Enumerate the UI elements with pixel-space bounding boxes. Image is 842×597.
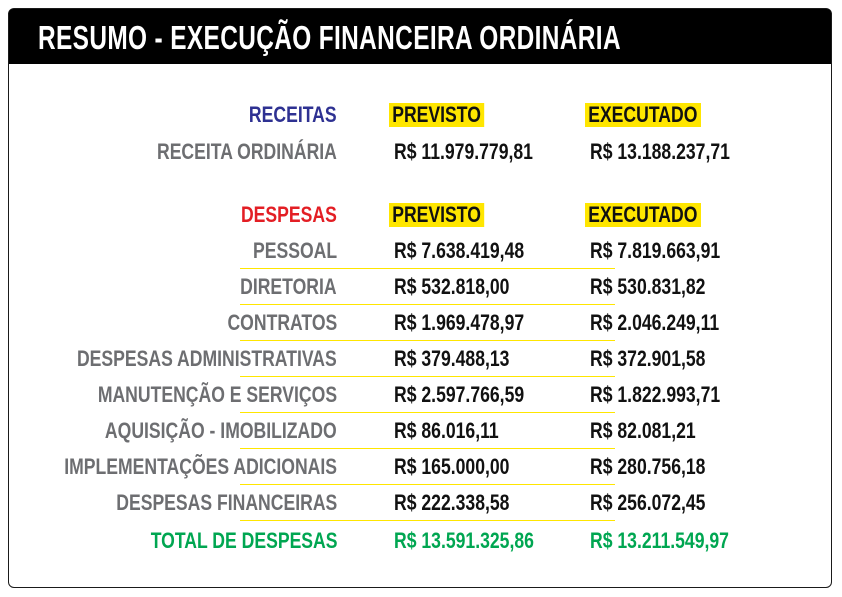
row-label: IMPLEMENTAÇÕES ADICIONAIS xyxy=(64,454,337,479)
executado-value: R$ 256.072,45 xyxy=(590,490,706,515)
row-divider xyxy=(240,340,615,341)
table-row: IMPLEMENTAÇÕES ADICIONAIS R$ 165.000,00 … xyxy=(0,452,842,482)
executado-value: R$ 2.046.249,11 xyxy=(590,310,720,335)
table-row: DESPESAS FINANCEIRAS R$ 222.338,58 R$ 25… xyxy=(0,488,842,518)
table-row: MANUTENÇÃO E SERVIÇOS R$ 2.597.766,59 R$… xyxy=(0,380,842,410)
table-row: AQUISIÇÃO - IMOBILIZADO R$ 86.016,11 R$ … xyxy=(0,416,842,446)
previsto-value: R$ 532.818,00 xyxy=(394,274,510,299)
executado-value: R$ 372.901,58 xyxy=(590,346,706,371)
total-previsto-value: R$ 13.591.325,86 xyxy=(394,528,534,553)
despesas-header-row: DESPESAS PREVISTO EXECUTADO xyxy=(0,200,842,230)
receitas-section-label: RECEITAS xyxy=(249,102,337,127)
previsto-value: R$ 2.597.766,59 xyxy=(394,382,525,407)
despesas-section-label: DESPESAS xyxy=(241,202,337,227)
row-label: RECEITA ORDINÁRIA xyxy=(157,139,337,164)
previsto-value: R$ 379.488,13 xyxy=(394,346,510,371)
previsto-value: R$ 165.000,00 xyxy=(394,454,510,479)
page-title: RESUMO - EXECUÇÃO FINANCEIRA ORDINÁRIA xyxy=(38,19,621,56)
row-label: DIRETORIA xyxy=(240,274,337,299)
row-label: DESPESAS FINANCEIRAS xyxy=(115,490,337,515)
row-divider xyxy=(240,376,615,377)
executado-value: R$ 7.819.663,91 xyxy=(590,238,721,263)
executado-value: R$ 530.831,82 xyxy=(590,274,706,299)
row-divider xyxy=(240,304,615,305)
table-row: DESPESAS ADMINISTRATIVAS R$ 379.488,13 R… xyxy=(0,344,842,374)
executado-value: R$ 13.188.237,71 xyxy=(590,139,730,164)
row-divider xyxy=(240,520,615,521)
total-row: TOTAL DE DESPESAS R$ 13.591.325,86 R$ 13… xyxy=(0,526,842,556)
executado-value: R$ 82.081,21 xyxy=(590,418,696,443)
previsto-value: R$ 11.979.779,81 xyxy=(394,139,533,164)
total-label: TOTAL DE DESPESAS xyxy=(150,528,337,553)
row-divider xyxy=(240,448,615,449)
row-divider xyxy=(240,412,615,413)
previsto-value: R$ 86.016,11 xyxy=(394,418,499,443)
despesas-executado-header: EXECUTADO xyxy=(585,203,701,227)
executado-value: R$ 1.822.993,71 xyxy=(590,382,721,407)
row-divider xyxy=(240,484,615,485)
despesas-previsto-header: PREVISTO xyxy=(389,203,485,227)
receitas-header-row: RECEITAS PREVISTO EXECUTADO xyxy=(0,100,842,130)
previsto-value: R$ 7.638.419,48 xyxy=(394,238,525,263)
receitas-executado-header: EXECUTADO xyxy=(585,103,701,127)
table-row: PESSOAL R$ 7.638.419,48 R$ 7.819.663,91 xyxy=(0,236,842,266)
previsto-value: R$ 1.969.478,97 xyxy=(394,310,525,335)
table-row: DIRETORIA R$ 532.818,00 R$ 530.831,82 xyxy=(0,272,842,302)
row-divider xyxy=(240,268,615,269)
row-label: DESPESAS ADMINISTRATIVAS xyxy=(77,346,337,371)
row-label: PESSOAL xyxy=(252,238,337,263)
row-label: AQUISIÇÃO - IMOBILIZADO xyxy=(105,418,337,443)
row-label: MANUTENÇÃO E SERVIÇOS xyxy=(97,382,337,407)
total-executado-value: R$ 13.211.549,97 xyxy=(590,528,729,553)
receitas-previsto-header: PREVISTO xyxy=(389,103,485,127)
table-row: RECEITA ORDINÁRIA R$ 11.979.779,81 R$ 13… xyxy=(0,137,842,167)
executado-value: R$ 280.756,18 xyxy=(590,454,706,479)
title-bar xyxy=(9,9,831,64)
table-row: CONTRATOS R$ 1.969.478,97 R$ 2.046.249,1… xyxy=(0,308,842,338)
previsto-value: R$ 222.338,58 xyxy=(394,490,510,515)
row-label: CONTRATOS xyxy=(227,310,337,335)
